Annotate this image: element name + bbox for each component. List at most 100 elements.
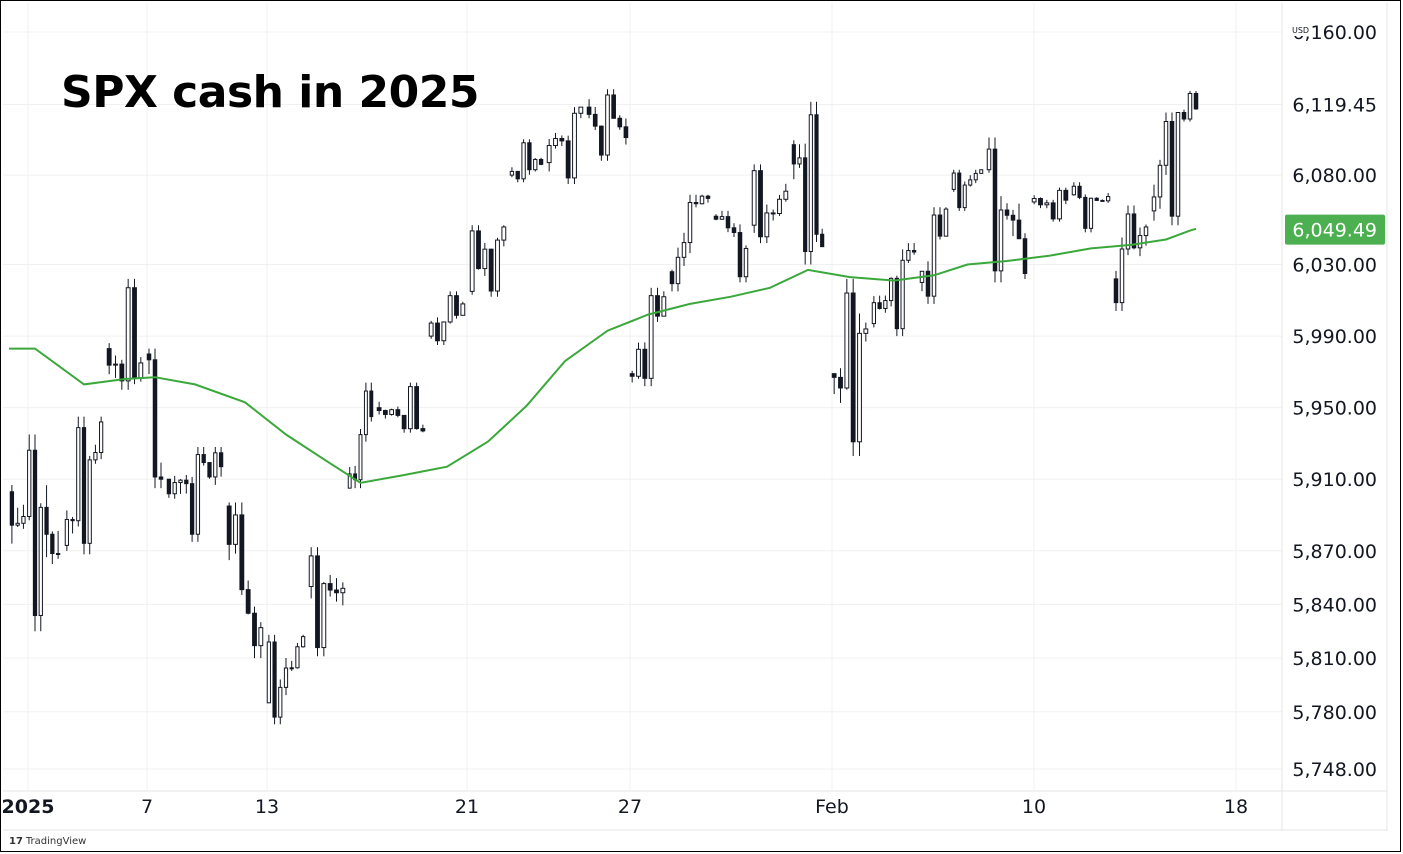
candle-up — [783, 190, 789, 200]
candle-up — [408, 386, 413, 430]
candle-up — [178, 479, 183, 484]
candle-down — [1016, 219, 1022, 240]
candle-down — [395, 409, 401, 416]
candle-down — [894, 277, 899, 330]
candle-up — [482, 248, 488, 270]
candle-up — [301, 636, 306, 648]
candle-down — [655, 295, 660, 317]
candle-up — [99, 421, 104, 453]
candle-down — [693, 202, 699, 205]
candle-up — [1031, 198, 1037, 203]
candle-up — [906, 250, 911, 261]
candle-up — [389, 409, 394, 415]
candle-down — [515, 170, 520, 180]
candle-up — [648, 295, 654, 379]
candle-down — [1050, 202, 1056, 220]
x-tick-label: 10 — [1022, 796, 1046, 818]
candle-up — [973, 172, 978, 181]
y-tick-label: 5,950.00 — [1292, 398, 1377, 420]
candle-down — [731, 227, 737, 234]
candle-down — [1181, 111, 1187, 120]
candle-up — [808, 114, 813, 253]
candle-down — [226, 505, 232, 545]
tradingview-logo: 17 TradingView — [9, 836, 86, 847]
candle-up — [844, 292, 850, 389]
candle-down — [669, 271, 675, 285]
candle-down — [146, 353, 152, 361]
candle-down — [420, 428, 426, 432]
candle-down — [538, 158, 544, 165]
candle-down — [50, 533, 55, 555]
y-tick-label: 5,780.00 — [1292, 702, 1377, 724]
candle-up — [699, 195, 705, 205]
candle-down — [925, 270, 931, 297]
candle-down — [245, 589, 251, 614]
candle-down — [1077, 185, 1082, 198]
candle-up — [883, 300, 888, 309]
candle-up — [777, 198, 782, 215]
candle-up — [347, 473, 352, 489]
candle-down — [70, 518, 75, 522]
candle-down — [252, 612, 257, 647]
candle-down — [435, 322, 440, 342]
candle-up — [1125, 213, 1131, 250]
candle-up — [605, 94, 610, 156]
candle-up — [751, 170, 757, 226]
candle-down — [369, 390, 374, 418]
candle-up — [233, 514, 238, 545]
candle-down — [81, 427, 87, 544]
candle-down — [184, 479, 189, 485]
candle-down — [937, 214, 943, 237]
x-tick-label: 7 — [141, 796, 153, 818]
candle-down — [713, 215, 719, 220]
candle-down — [957, 172, 962, 209]
candle-up — [889, 277, 894, 302]
candle-down — [770, 212, 776, 215]
candle-up — [363, 390, 368, 436]
candle-up — [968, 179, 973, 186]
candle-up — [278, 686, 283, 718]
candle-up — [495, 239, 500, 292]
candle-down — [1063, 189, 1069, 201]
candle-up — [1088, 197, 1094, 229]
candle-down — [1094, 197, 1099, 201]
candle-down — [725, 216, 731, 229]
candle-down — [207, 462, 212, 478]
candle-up — [553, 138, 558, 147]
candle-down — [327, 583, 333, 591]
x-tick-label: 13 — [255, 796, 279, 818]
candle-up — [1071, 185, 1076, 196]
candle-down — [791, 144, 796, 165]
candle-down — [152, 359, 158, 478]
y-tick-label: 5,748.00 — [1292, 759, 1377, 781]
candle-up — [931, 214, 937, 297]
x-tick-label: 21 — [455, 796, 479, 818]
candle-up — [979, 169, 984, 174]
candle-up — [719, 216, 725, 220]
candle-down — [705, 195, 711, 199]
candle-up — [1106, 196, 1111, 202]
candle-up — [213, 452, 218, 478]
candle-up — [15, 522, 20, 526]
last-price-label: 6,049.49 — [1292, 220, 1377, 242]
candle-down — [586, 106, 592, 115]
candle-up — [340, 587, 346, 594]
candle-up — [661, 296, 667, 317]
candle-up — [900, 259, 905, 330]
candle-up — [533, 158, 538, 171]
candle-down — [44, 506, 49, 535]
candle-down — [992, 148, 998, 272]
candle-down — [803, 157, 808, 253]
candle-up — [572, 112, 577, 179]
x-tick-label: 27 — [618, 796, 642, 818]
candle-down — [877, 302, 882, 309]
candle-up — [578, 106, 584, 114]
candle-down — [166, 478, 172, 495]
candle-up — [27, 449, 32, 518]
candle-up — [125, 287, 131, 382]
candle-down — [559, 138, 565, 142]
tradingview-mark-icon: 17 — [9, 836, 23, 847]
candle-up — [943, 208, 949, 237]
candle-up — [962, 184, 967, 209]
